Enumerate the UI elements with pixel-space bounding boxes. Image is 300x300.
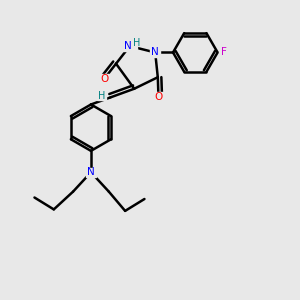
Text: N: N (87, 167, 95, 177)
Text: N: N (124, 40, 132, 50)
Bar (122, 41, 137, 51)
Bar (86, 168, 96, 177)
Bar (154, 92, 163, 101)
Text: H: H (98, 91, 105, 101)
Bar (219, 48, 229, 57)
Bar (97, 92, 106, 100)
Text: N: N (151, 47, 159, 57)
Text: F: F (221, 47, 227, 57)
Bar (150, 48, 160, 57)
Text: O: O (154, 92, 163, 102)
Bar (99, 74, 109, 84)
Text: O: O (100, 74, 108, 84)
Text: H: H (133, 38, 140, 47)
